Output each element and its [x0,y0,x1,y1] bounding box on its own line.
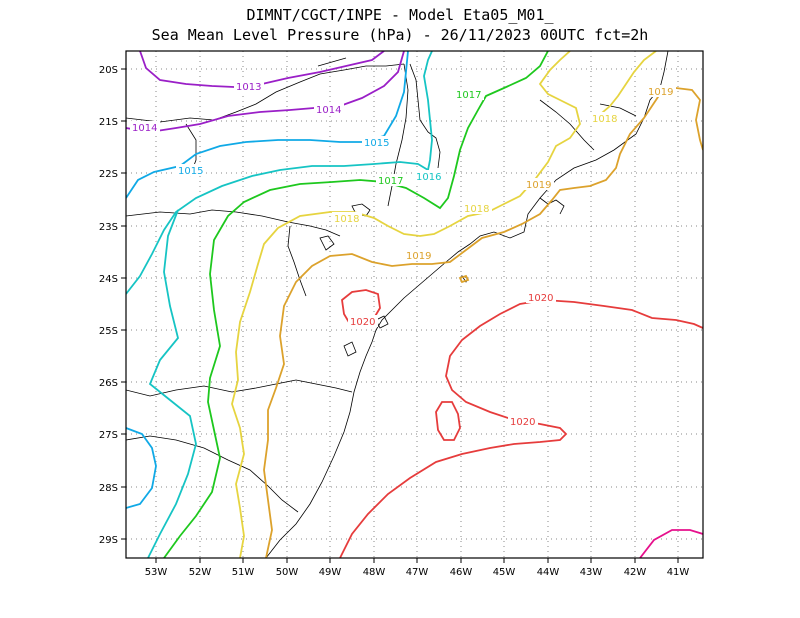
contour-label-1018: 1018 [334,214,359,225]
contour-label-1013: 1013 [236,82,261,93]
lat-label: 20S [99,65,118,76]
contour-label-1020-closed: 1020 [350,317,375,328]
isobar-1014 [126,51,405,133]
lon-label: 45W [493,567,516,578]
contour-label-1017: 1017 [378,176,403,187]
map-title: DIMNT/CGCT/INPE - Model Eta05_M01_ [246,6,554,24]
contour-label-1015-west: 1015 [178,166,203,177]
isobar-1019 [263,87,703,558]
contour-label-1018-ne: 1018 [592,114,617,125]
contour-label-1014-west: 1014 [132,123,157,134]
lat-label: 23S [99,222,118,233]
isobar-1016-south [147,209,197,558]
isobar-1021 [639,529,703,558]
contour-label-1018-east: 1018 [464,204,489,215]
isobar-1020-inner [435,401,461,441]
contour-label-1019-ne: 1019 [648,87,673,98]
lon-label: 41W [667,567,690,578]
lon-label: 50W [276,567,299,578]
lat-label: 24S [99,274,118,285]
lon-label: 51W [232,567,255,578]
isobars [126,51,703,558]
lat-label: 22S [99,169,118,180]
isobar-1020 [339,299,703,558]
isobar-1016 [126,51,433,295]
latitude-labels: 20S 21S 22S 23S 24S 25S 26S 27S 28S 29S [99,65,118,546]
lon-label: 43W [580,567,603,578]
lat-label: 25S [99,326,118,337]
isobar-1015-south [126,427,157,509]
lon-label: 47W [406,567,429,578]
longitude-labels: 53W 52W 51W 50W 49W 48W 47W 46W 45W 44W … [145,567,690,578]
contour-label-1020-south: 1020 [510,417,535,428]
map-subtitle: Sea Mean Level Pressure (hPa) - 26/11/20… [151,26,649,44]
lon-label: 52W [189,567,212,578]
contour-label-1017-north: 1017 [456,90,481,101]
lon-label: 48W [363,567,386,578]
lat-label: 29S [99,535,118,546]
contour-label-1020-ne: 1020 [528,293,553,304]
isobar-1015 [126,51,409,199]
isobar-1019-islet [458,274,470,284]
contour-labels: 1013 1014 1014 1015 1015 1016 1017 1017 … [130,80,676,428]
isobar-1020-closed [341,289,381,327]
isobar-1018-east [595,51,657,119]
lon-label: 42W [624,567,647,578]
lat-label: 21S [99,117,118,128]
lat-label: 28S [99,483,118,494]
contour-label-1019-east: 1019 [526,180,551,191]
lon-label: 44W [537,567,560,578]
isobar-1017 [163,51,549,558]
contour-label-1019: 1019 [406,251,431,262]
plot-frame [125,50,704,559]
lon-label: 53W [145,567,168,578]
contour-label-1014: 1014 [316,105,341,116]
contour-label-1015: 1015 [364,138,389,149]
lat-label: 27S [99,430,118,441]
isobar-1018 [231,51,581,558]
tick-marks [121,68,679,563]
lon-label: 49W [319,567,342,578]
lon-label: 46W [450,567,473,578]
lat-label: 26S [99,378,118,389]
contour-label-1016: 1016 [416,172,441,183]
